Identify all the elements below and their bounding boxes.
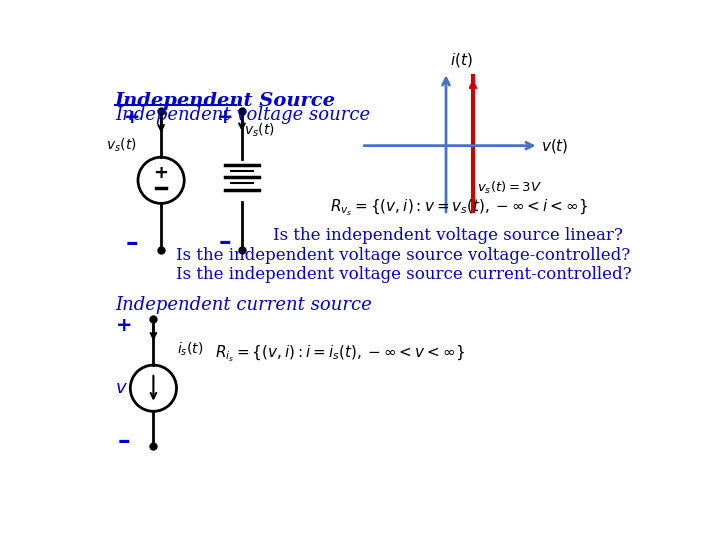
Text: Is the independent voltage source linear?: Is the independent voltage source linear… — [273, 227, 623, 244]
Text: –: – — [125, 232, 138, 255]
Text: v: v — [116, 379, 127, 397]
Text: –: – — [219, 230, 231, 254]
Text: $v_s(t) = 3V$: $v_s(t) = 3V$ — [477, 180, 541, 196]
Text: $R_{i_s} = \{(v,i): i = i_s(t), -\infty < v < \infty\}$: $R_{i_s} = \{(v,i): i = i_s(t), -\infty … — [215, 343, 465, 364]
Text: $i_s(t)$: $i_s(t)$ — [177, 341, 204, 359]
Text: +: + — [116, 315, 132, 335]
Text: Independent voltage source: Independent voltage source — [115, 106, 370, 124]
Text: $v_s(t)$: $v_s(t)$ — [106, 137, 136, 154]
Text: $v(t)$: $v(t)$ — [541, 137, 568, 154]
Text: –: – — [118, 429, 130, 453]
Text: $i(t)$: $i(t)$ — [450, 51, 472, 69]
Text: Is the independent voltage source voltage-controlled?: Is the independent voltage source voltag… — [176, 247, 631, 264]
Text: $v_s(t)$: $v_s(t)$ — [243, 122, 274, 139]
Text: $R_{v_s} = \{(v,i): v = v_s(t), -\infty < i < \infty\}$: $R_{v_s} = \{(v,i): v = v_s(t), -\infty … — [330, 197, 589, 218]
Text: +: + — [124, 107, 140, 127]
Text: +: + — [153, 164, 168, 183]
Text: Independent Source: Independent Source — [115, 92, 336, 110]
Text: +: + — [217, 107, 233, 127]
Text: Independent current source: Independent current source — [115, 296, 372, 314]
Text: Is the independent voltage source current-controlled?: Is the independent voltage source curren… — [176, 266, 632, 283]
